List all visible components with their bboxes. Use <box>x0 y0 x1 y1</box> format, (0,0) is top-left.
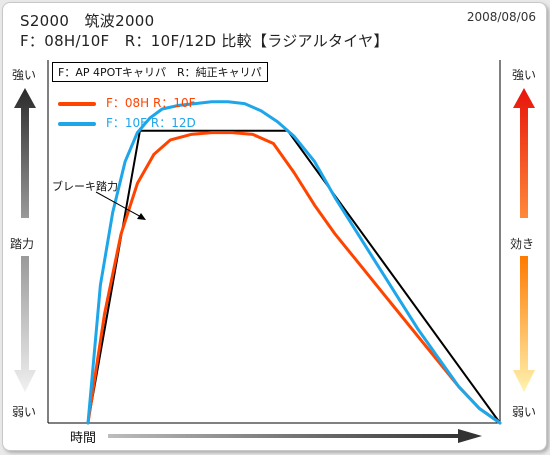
series-blue-line <box>86 100 502 425</box>
right-axis-middle-label: 効き <box>510 237 535 251</box>
right-down-arrow-icon <box>513 256 535 396</box>
time-arrow-icon <box>108 429 482 443</box>
left-down-arrow-icon <box>14 256 36 396</box>
legend-item-blue: F：10F R：12D <box>58 114 196 131</box>
legend-label-red: F：08H R：10F <box>106 96 196 110</box>
series-pedal-force-line <box>87 129 501 424</box>
right-up-arrow-icon <box>513 88 535 222</box>
series-layer <box>86 100 502 425</box>
legend-swatch-blue <box>58 121 96 126</box>
right-axis-top-label: 強い <box>512 68 537 82</box>
annotation-arrowhead <box>137 213 146 220</box>
spec-box: F：AP 4POTキャリパ R：純正キャリパ <box>52 62 268 82</box>
right-axis-bottom-label: 弱い <box>512 405 537 419</box>
chart-title: S2000 筑波2000 <box>20 12 155 30</box>
chart-subtitle: F：08H/10F R：10F/12D 比較【ラジアルタイヤ】 <box>20 32 389 50</box>
left-axis-bottom-label: 弱い <box>12 405 37 419</box>
left-up-arrow-icon <box>14 88 36 222</box>
annotation-label: ブレーキ踏力 <box>52 180 118 193</box>
date-label: 2008/08/06 <box>466 10 536 24</box>
legend-item-red: F：08H R：10F <box>58 94 196 111</box>
annotation-leader-line <box>95 191 144 219</box>
x-axis-label: 時間 <box>70 431 97 446</box>
series-red-line <box>86 131 502 425</box>
left-axis-middle-label: 踏力 <box>10 237 35 251</box>
left-axis-top-label: 強い <box>12 68 37 82</box>
legend-swatch-red <box>58 101 96 106</box>
legend-label-blue: F：10F R：12D <box>106 116 196 130</box>
